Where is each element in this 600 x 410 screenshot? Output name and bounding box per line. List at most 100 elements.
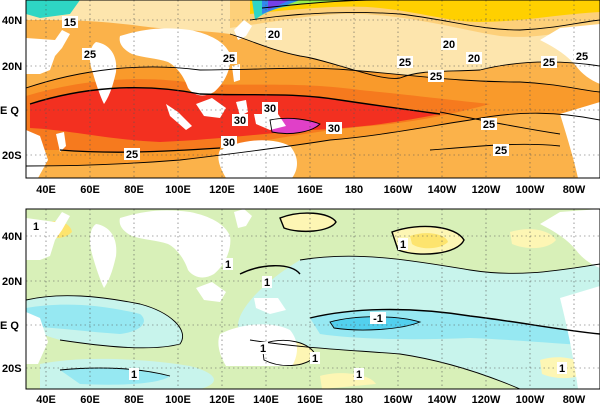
top-land-mexico (540, 24, 600, 84)
top-land-sulawesi (236, 100, 248, 116)
top-x-label: 100W (516, 184, 545, 196)
top-contour-label: 25 (574, 50, 590, 63)
bottom-x-label: 100W (516, 394, 545, 405)
svg-text:25: 25 (399, 57, 411, 69)
svg-text:20: 20 (468, 53, 480, 65)
top-x-label: 80W (563, 184, 586, 196)
bottom-contour-label: 1 (262, 276, 272, 289)
top-contour-label-25sw: 25 (126, 149, 138, 161)
bottom-contour-label: 1 (557, 362, 567, 375)
bottom-x-label: 120W (472, 394, 501, 405)
bottom-map: 1 1 1 1 -1 1 1 1 1 1 (26, 209, 600, 389)
bottom-land-south-america (560, 286, 600, 389)
top-contour-label: 15 (62, 16, 78, 29)
bottom-contour-neg-half (309, 308, 600, 335)
bottom-contour-pos-wp (239, 265, 301, 275)
bottom-region-cyan-south (60, 368, 170, 385)
bottom-contour-label: 1 (398, 238, 408, 251)
svg-text:1: 1 (400, 239, 406, 251)
svg-text:30: 30 (223, 137, 235, 149)
top-land-madagascar (56, 132, 66, 152)
top-y-label: 40N (2, 15, 22, 27)
bottom-contour-pos-nw (279, 212, 337, 233)
bottom-x-axis: 40E 60E 80E 100E 120E 140E 160E 180 160W… (36, 394, 586, 406)
top-y-label: 20S (2, 150, 22, 162)
top-band-west-cold (26, 0, 80, 18)
top-land-arabia (26, 30, 70, 74)
bottom-x-label: 140W (428, 394, 457, 405)
svg-text:15: 15 (64, 17, 76, 29)
top-x-axis: 40E 60E 80E 100E 120E 140E 160E 180 160W… (36, 184, 586, 196)
bottom-contour-label: 1 (310, 352, 320, 365)
svg-text:25: 25 (430, 71, 442, 83)
bottom-region-yellow-ne (510, 229, 556, 249)
svg-text:30: 30 (264, 103, 276, 115)
bottom-land-new-guinea (254, 298, 286, 314)
top-contours (26, 0, 600, 167)
svg-text:25: 25 (543, 57, 555, 69)
bottom-contour-zero-w (26, 295, 183, 349)
bottom-land-japan (234, 209, 252, 228)
bottom-land-se-asia (119, 210, 231, 278)
bottom-x-label: 60E (80, 394, 100, 405)
svg-text:1: 1 (356, 369, 362, 381)
bottom-region-cyan-light-npac (280, 284, 380, 305)
top-contour-27s (26, 112, 600, 167)
svg-text:30: 30 (234, 115, 246, 127)
bottom-x-label: 80E (124, 394, 144, 405)
bottom-region-yellow-n-core (410, 233, 448, 249)
svg-text:25: 25 (495, 145, 507, 157)
svg-text:1: 1 (225, 259, 231, 271)
bottom-x-label: 180 (345, 394, 363, 405)
bottom-contour-neg-one (329, 316, 422, 331)
svg-text:1: 1 (312, 353, 318, 365)
top-land-sumatra (166, 104, 192, 130)
top-contour-label: 25 (221, 52, 237, 65)
top-band-8 (268, 0, 290, 10)
bottom-x-label: 120E (209, 394, 235, 405)
svg-text:25: 25 (84, 49, 96, 61)
top-x-label: 120E (209, 184, 235, 196)
svg-text:25: 25 (576, 51, 588, 63)
bottom-contours (26, 212, 600, 389)
top-contour-label: 25 (481, 118, 497, 131)
top-band-18 (250, 0, 600, 22)
top-x-label: 40E (36, 184, 56, 196)
bottom-contour-label: 1 (354, 368, 364, 381)
bottom-y-label: E Q (0, 320, 19, 332)
top-x-label: 140E (253, 184, 279, 196)
bottom-contour-zero-n (299, 255, 600, 274)
bottom-x-label: 160E (297, 394, 323, 405)
top-contour-label: 25 (82, 48, 98, 61)
top-contour-label: 20 (441, 38, 457, 51)
bottom-region-cyan-indian (26, 304, 144, 334)
svg-text:25: 25 (223, 53, 235, 65)
top-contour-label: 30 (221, 136, 237, 149)
bottom-contour-pos-n (391, 225, 465, 255)
top-land-australia (218, 140, 297, 178)
svg-text:30: 30 (328, 123, 340, 135)
top-contour-label: 20 (266, 28, 282, 41)
top-x-label: 140W (428, 184, 457, 196)
bottom-contour-label: -1 (370, 312, 386, 325)
svg-text:1: 1 (131, 369, 137, 381)
svg-text:25: 25 (483, 119, 495, 131)
bottom-y-label: 20S (2, 363, 22, 375)
bottom-contour-label: 1 (31, 220, 41, 233)
top-land-borneo (196, 98, 226, 118)
bottom-x-label: 100E (165, 394, 191, 405)
bottom-contour-labels: 1 1 1 1 -1 1 1 1 1 1 (31, 220, 567, 381)
bottom-y-label: 40N (2, 231, 22, 243)
bottom-y-label: 20N (2, 276, 22, 288)
top-land-south-america (560, 102, 600, 178)
top-x-label: 160W (384, 184, 413, 196)
top-x-label: 160E (297, 184, 323, 196)
svg-text:20: 20 (443, 39, 455, 51)
top-y-label: 20N (2, 61, 22, 73)
top-x-label: 100E (165, 184, 191, 196)
top-contour-29 (29, 86, 441, 115)
top-contour-label: 25 (493, 144, 509, 157)
top-label-bg-25sw (124, 148, 140, 160)
